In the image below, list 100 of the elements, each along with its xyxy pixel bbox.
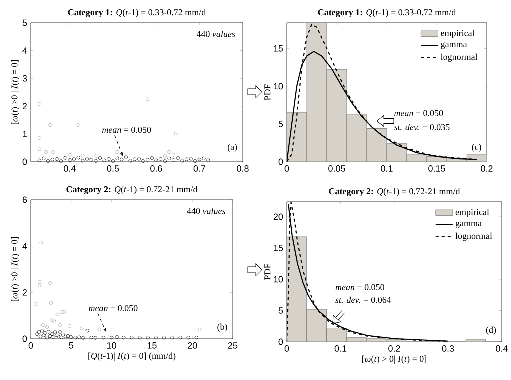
x-tick-label: 20 [188,342,198,349]
point [198,328,202,332]
point [50,318,54,322]
text: [ω(t) > 0| I(t) = 0] [362,356,426,364]
point [146,158,150,162]
x-tick-label: 0 [28,342,34,349]
point [138,336,142,340]
point [163,154,167,158]
x-tick-label: 0.1 [381,166,393,172]
point [94,154,98,158]
point [46,159,50,163]
point [102,158,106,162]
x-tick-label: 0.6 [150,166,162,172]
point [38,136,42,140]
y-tick-label: 15 [274,245,284,252]
annotation: st. dev. = 0.064 [336,296,392,304]
point [94,159,98,163]
point [172,158,176,162]
point [60,310,64,314]
point [48,334,52,338]
point [46,330,51,334]
point [58,330,62,334]
point [38,102,42,106]
point [52,150,56,154]
y-tick-label: 10 [274,83,284,90]
point [70,335,74,339]
annotation: (a) [228,144,238,152]
point [107,157,111,162]
point [163,160,167,164]
point [36,332,40,336]
x-tick-label: 0.4 [64,166,76,172]
point [176,156,180,160]
point [68,158,72,162]
point [202,156,206,160]
legend-label: lognormal [440,54,478,62]
y-tick-label: 4 [22,243,28,250]
point [94,336,98,340]
point [37,330,41,334]
point [178,336,182,340]
point [52,335,56,339]
point [68,324,72,328]
x-tick-label: 5 [69,342,74,349]
point [42,334,46,338]
x-tick-label: 0.15 [428,166,446,172]
point [137,157,141,161]
chart-title: Category 2: Q(t-1) = 0.72-21 mm/d [329,188,460,196]
point [150,156,154,160]
y-tick-label: 0 [22,158,28,166]
y-tick-label: 10 [274,276,284,283]
point [111,160,116,164]
annotation: 440 values [196,30,236,38]
point [50,158,54,162]
point [38,284,42,288]
annotation: (b) [218,324,228,332]
point [59,160,64,164]
point [162,336,166,340]
y-tick-label: 6 [22,196,28,204]
x-tick-label: 0.4 [496,346,508,352]
x-tick-label: 0.5 [107,166,120,172]
point [186,336,190,340]
y-tick-label: 20 [274,214,284,220]
point [55,157,59,162]
point [53,330,58,334]
point [52,320,56,324]
point [72,158,76,162]
point [58,323,62,327]
y-tick-label: 15 [274,46,284,52]
point [180,159,184,163]
point [45,326,49,330]
y-tick-label: 5 [22,20,28,26]
point [120,158,124,162]
point [172,153,176,157]
annotation: mean = 0.050 [102,126,152,134]
point [78,336,82,340]
point [60,336,64,340]
point [56,312,60,316]
y-tick-label: 2 [22,103,28,110]
x-tick-label: 0 [284,166,290,172]
annotation: mean = 0.050 [89,305,138,312]
y-tick-label: 1 [23,131,28,138]
point [142,159,146,163]
point [62,310,66,314]
point [44,150,48,154]
point [170,336,174,340]
point [76,156,80,160]
y-axis-title: PDF [264,84,271,100]
point [90,336,94,340]
annotation: (c) [472,144,482,152]
point [194,336,198,340]
point [168,150,172,154]
y-tick-label: 0 [278,158,284,166]
point [116,156,120,160]
point [174,132,178,136]
point [82,336,86,340]
text: [Q(t-1)| I(t) = 0] (mm/d) [88,352,176,361]
y-tick-label: 3 [22,75,28,82]
point [98,156,102,160]
point [110,336,114,340]
chart-title: Category 2: Q(t-1) = 0.72-21 mm/d [66,186,198,194]
point [44,331,48,336]
